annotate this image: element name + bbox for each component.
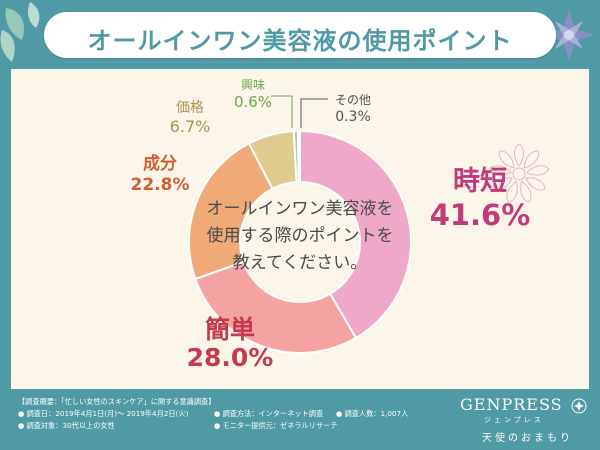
label-kantan: 簡単 28.0% [185,316,275,372]
survey-method: ● 調査方法：インターネット調査 [214,409,324,418]
label-kantan-value: 28.0% [186,343,274,372]
leader-line-kyomi [271,95,293,128]
label-sonota: その他 0.3% [328,93,378,126]
label-sonota-value: 0.3% [335,109,371,125]
brand-emblem-icon [571,398,587,414]
label-jitan-name: 時短 [453,166,507,197]
page-title: オールインワン美容液の使用ポイント [87,27,513,55]
leader-line-sonota [300,98,328,128]
flower-decoration-icon [543,9,595,61]
label-seibun-name: 成分 [143,154,177,174]
center-line-2: 使用する際のポイントを [206,226,394,246]
label-kyomi-name: 興味 [240,78,265,92]
brand-logo: GENPRESS ジェンプレス 天使のおまもり [460,395,590,444]
brand-name: GENPRESS [460,395,563,414]
label-seibun: 成分 22.8% [125,154,195,196]
label-kakaku-value: 6.7% [169,117,211,136]
survey-respondents: ● 調査人数：1,007人 [336,409,409,418]
label-kakaku-name: 価格 [176,100,204,116]
label-seibun-value: 22.8% [130,175,190,195]
leaf-decoration-icon [0,2,40,62]
label-jitan-value: 41.6% [429,198,531,232]
survey-title: 【調査概要：「忙しい女性のスキンケア」に関する意識調査】 [18,397,216,406]
label-kyomi: 興味 0.6% [228,78,278,112]
survey-footer: 【調査概要：「忙しい女性のスキンケア」に関する意識調査】 ● 調査日：2019年… [18,396,438,432]
brand-tagline: 天使のおまもり [482,433,573,444]
center-line-1: オールインワン美容液を [206,199,394,219]
donut-center-question: オールインワン美容液を 使用する際のポイントを 教えてください。 [190,196,410,277]
outline-flower-icon [488,143,550,203]
donut-hole [241,183,359,301]
center-line-3: 教えてください。 [232,253,368,273]
label-kantan-name: 簡単 [204,315,255,344]
label-kakaku: 価格 6.7% [160,99,220,137]
survey-target: ● 調査対象：30代以上の女性 [18,421,115,430]
slice-sonota [296,129,301,184]
survey-provider: ● モニター提供元：ゼネラルリサーチ [214,421,338,430]
survey-period: ● 調査日：2019年4月1日(月)～ 2019年4月2日(火) [18,409,189,418]
slice-seibun [188,142,274,281]
label-kyomi-value: 0.6% [233,93,273,111]
label-sonota-name: その他 [334,93,371,107]
title-bar: オールインワン美容液の使用ポイント [44,12,556,58]
label-jitan: 時短 41.6% [420,166,540,232]
slice-kantan [194,260,358,354]
brand-kana: ジェンプレス [484,416,544,424]
slice-jitan [299,129,412,340]
